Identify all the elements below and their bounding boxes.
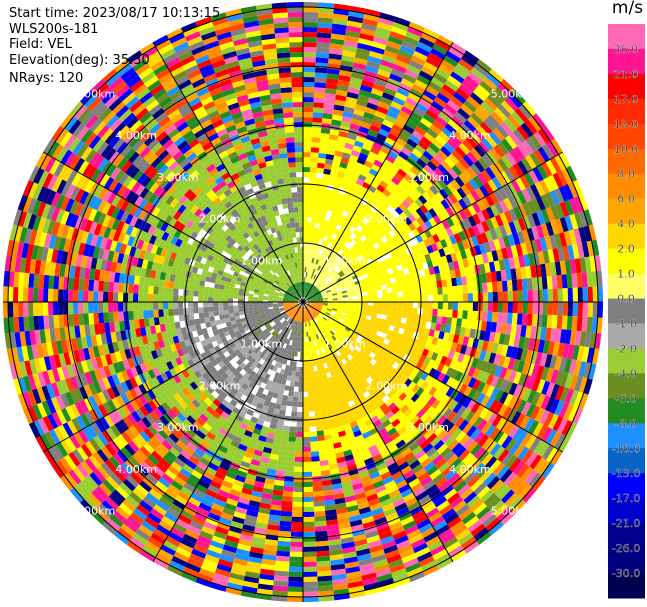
colorbar-tick-label: -10.0 [612, 442, 640, 455]
colorbar-tick-label: 0.0 [617, 293, 635, 306]
range-label: 5.00km [74, 505, 116, 518]
colorbar-tick-label: 10.0 [614, 143, 639, 156]
colorbar-segment [608, 173, 645, 200]
colorbar-tick-label: -8.0 [615, 417, 636, 430]
colorbar-segment [608, 24, 645, 50]
colorbar-segment [608, 198, 645, 225]
colorbar-tick-label: 2.0 [617, 243, 635, 256]
colorbar-segment [608, 348, 645, 374]
range-label: 5.00km [491, 505, 533, 518]
nrays-label: NRays: 120 [9, 71, 84, 86]
colorbar-tick-label: 4.0 [617, 218, 635, 231]
colorbar-tick-label: 6.0 [617, 193, 635, 206]
azimuth-spokes [3, 2, 603, 602]
colorbar-segment [608, 448, 645, 474]
field-label: Field: VEL [9, 37, 72, 52]
colorbar-segment [608, 248, 645, 275]
range-label: 2.00km [199, 213, 241, 226]
azimuth-spoke [302, 301, 564, 453]
range-label: 1.00km [240, 254, 282, 267]
colorbar-tick-label: 13.0 [614, 118, 639, 131]
azimuth-spoke [42, 301, 304, 453]
range-label: 5.00km [491, 87, 533, 100]
colorbar-tick-label: 1.0 [617, 268, 635, 281]
range-label: 1.00km [324, 254, 366, 267]
colorbar-tick-label: -4.0 [615, 367, 636, 380]
instrument-label: WLS200s-181 [9, 22, 99, 37]
range-label: 4.00km [115, 463, 157, 476]
colorbar-segment [608, 523, 645, 549]
range-label: 3.00km [157, 421, 199, 434]
range-label: 2.00km [366, 379, 408, 392]
colorbar-segment [608, 48, 645, 75]
elevation-label: Elevation(deg): 35.30 [9, 53, 150, 68]
colorbar-segment [608, 123, 645, 150]
azimuth-spoke [302, 41, 454, 303]
colorbar-segment [608, 373, 645, 399]
range-label: 1.00km [324, 338, 366, 351]
colorbar-segment [608, 73, 645, 100]
colorbar-tick-label: -21.0 [612, 517, 640, 530]
range-label: 4.00km [449, 463, 491, 476]
colorbar-segment [608, 148, 645, 175]
colorbar-tick-label: -2.0 [615, 342, 636, 355]
azimuth-spoke [152, 301, 304, 563]
azimuth-spoke [302, 151, 564, 303]
colorbar-segment [608, 398, 645, 424]
colorbar-tick-label: 8.0 [617, 168, 635, 181]
colorbar-tick-label: 26.0 [614, 43, 639, 56]
colorbar-segment [608, 498, 645, 524]
colorbar-segment [608, 423, 645, 449]
colorbar-segment [608, 548, 645, 574]
azimuth-spoke [42, 151, 304, 303]
colorbar-segment [608, 323, 645, 349]
colorbar-tick-label: 17.0 [614, 93, 639, 106]
colorbar-tick-label: -17.0 [612, 492, 640, 505]
range-label: 5.00km [74, 87, 116, 100]
velocity-colorbar: 26.0 21.0 17.0 13.0 10.0 8.0 6.0 4.0 2.0 1.0 0.0 -1… [608, 24, 645, 599]
azimuth-spoke [302, 301, 454, 563]
range-label: 4.00km [115, 129, 157, 142]
range-labels: 1.00km 1.00km 1.00km 1.00km 2.00km 2.00km 2.00… [74, 87, 533, 517]
ppi-velocity-plot: 1.00km 1.00km 1.00km 1.00km 2.00km 2.00km 2.00… [3, 2, 603, 602]
colorbar-segment [608, 473, 645, 499]
range-label: 3.00km [407, 171, 449, 184]
range-label: 2.00km [199, 379, 241, 392]
colorbar-tick-label: 21.0 [614, 68, 639, 81]
colorbar-segment [608, 98, 645, 125]
range-label: 2.00km [366, 213, 408, 226]
colorbar-tick-label: -26.0 [612, 542, 640, 555]
colorbar-segment [608, 573, 645, 599]
range-label: 3.00km [407, 421, 449, 434]
colorbar-tick-label: -30.0 [612, 567, 640, 580]
colorbar-tick-label: -1.0 [615, 317, 636, 330]
colorbar-tick-label: -13.0 [612, 467, 640, 480]
range-label: 4.00km [449, 129, 491, 142]
colorbar-segment [608, 273, 645, 300]
colorbar-unit: m/s [611, 0, 644, 18]
colorbar-tick-label: -6.0 [615, 392, 636, 405]
start-time-label: Start time: 2023/08/17 10:13:15 [9, 6, 221, 21]
range-label: 1.00km [240, 338, 282, 351]
colorbar-segment [608, 223, 645, 250]
colorbar-segment [608, 298, 645, 324]
azimuth-spoke [152, 41, 304, 303]
range-label: 3.00km [157, 171, 199, 184]
